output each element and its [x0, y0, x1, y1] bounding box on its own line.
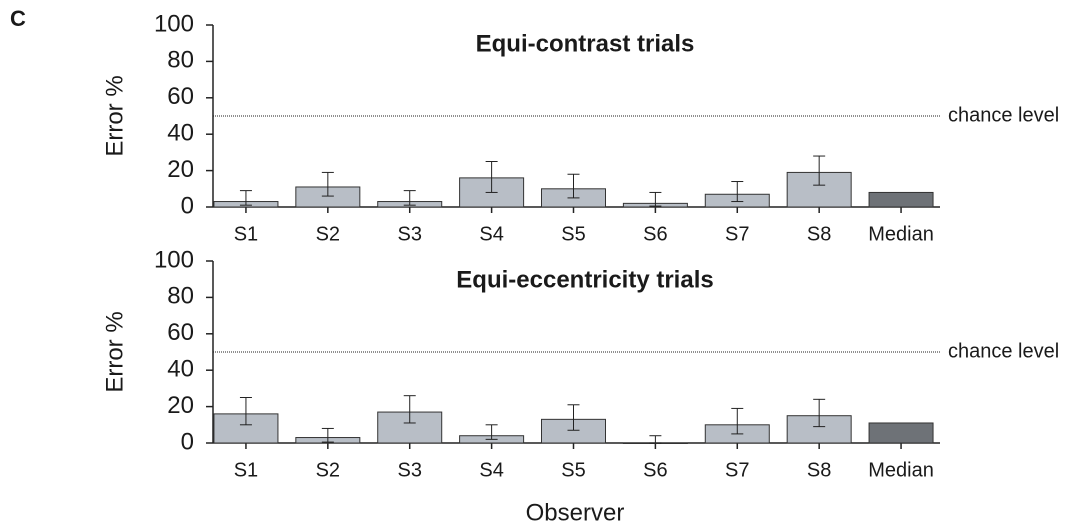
x-tick-label: S5 — [561, 459, 585, 481]
y-tick-label: 60 — [167, 319, 194, 346]
y-tick-label: 20 — [167, 156, 194, 183]
y-axis-label: Error % — [101, 311, 128, 392]
x-tick-label: S8 — [807, 223, 831, 245]
y-tick-label: 60 — [167, 83, 194, 110]
y-tick-label: 0 — [181, 428, 194, 455]
x-tick-label: S3 — [397, 459, 421, 481]
panel-label: C — [10, 6, 26, 31]
x-tick-label: S5 — [561, 223, 585, 245]
x-tick-label: S6 — [643, 459, 667, 481]
x-tick-label: S3 — [397, 223, 421, 245]
y-tick-label: 40 — [167, 120, 194, 147]
y-tick-label: 100 — [154, 10, 194, 37]
y-tick-label: 100 — [154, 246, 194, 273]
x-axis-label: Observer — [526, 499, 625, 526]
chart-title: Equi-contrast trials — [476, 30, 695, 57]
x-tick-label: S4 — [479, 459, 503, 481]
y-tick-label: 80 — [167, 47, 194, 74]
y-axis-label: Error % — [101, 75, 128, 156]
x-tick-label: S7 — [725, 459, 749, 481]
y-tick-label: 20 — [167, 392, 194, 419]
x-tick-label: S1 — [234, 223, 258, 245]
x-tick-label: S2 — [316, 223, 340, 245]
x-tick-label: S1 — [234, 459, 258, 481]
y-tick-label: 80 — [167, 283, 194, 310]
bar — [868, 191, 934, 208]
y-tick-label: 40 — [167, 356, 194, 383]
reference-label: chance level — [948, 104, 1059, 126]
x-tick-label: S4 — [479, 223, 503, 245]
x-tick-label: S2 — [316, 459, 340, 481]
bar — [868, 422, 934, 444]
x-tick-label: S6 — [643, 223, 667, 245]
x-tick-label: S7 — [725, 223, 749, 245]
chart-title: Equi-eccentricity trials — [456, 266, 713, 293]
reference-label: chance level — [948, 340, 1059, 362]
x-tick-label: Median — [868, 459, 934, 481]
x-tick-label: Median — [868, 223, 934, 245]
y-tick-label: 0 — [181, 192, 194, 219]
x-tick-label: S8 — [807, 459, 831, 481]
